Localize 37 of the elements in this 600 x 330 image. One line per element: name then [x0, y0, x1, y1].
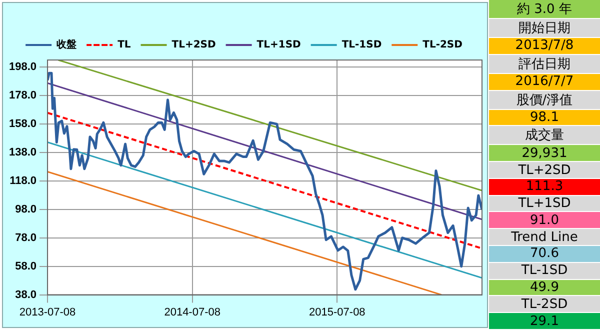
y-tick-label: 118.0	[10, 174, 37, 187]
y-tick-label: 198.0	[8, 61, 37, 74]
text: 29.1	[489, 313, 600, 330]
text: 91.0	[489, 212, 600, 230]
text: 98.1	[489, 110, 600, 126]
legend-label: TL	[118, 40, 132, 51]
y-tick-label: 178.0	[8, 90, 37, 102]
text: 2013/7/8	[489, 38, 600, 55]
text: 成交量	[489, 126, 600, 146]
x-tick-label: 2015-07-08	[309, 306, 366, 318]
text: 約 3.0 年	[489, 0, 600, 19]
text: TL-2SD	[489, 296, 600, 314]
x-tick-label: 2014-07-08	[164, 306, 220, 318]
text: 開始日期	[489, 19, 600, 38]
x-tick-label: 2013-07-08	[19, 306, 76, 318]
text: 29,931	[489, 145, 600, 162]
text: 111.3	[489, 178, 600, 196]
text: 70.6	[489, 246, 600, 263]
text: 評估日期	[489, 54, 600, 74]
legend-label: TL-1SD	[342, 40, 382, 51]
text: 49.9	[489, 280, 600, 296]
legend-label: 收盤	[56, 38, 77, 51]
text: 2016/7/7	[489, 74, 600, 91]
text: TL+1SD	[489, 196, 600, 212]
legend-label: TL+2SD	[172, 40, 216, 51]
y-tick-label: 78.0	[15, 232, 37, 244]
y-tick-label: 158.0	[8, 118, 37, 130]
text: Trend Line	[489, 229, 600, 246]
text: 股價/淨值	[489, 90, 600, 110]
y-tick-label: 138.0	[8, 146, 37, 159]
text: TL-1SD	[489, 262, 600, 280]
y-tick-label: 38.0	[15, 288, 37, 301]
y-tick-label: 58.0	[15, 260, 37, 272]
text: TL+2SD	[489, 162, 600, 179]
legend-label: TL-2SD	[422, 40, 462, 51]
legend-label: TL+1SD	[256, 40, 301, 51]
y-tick-label: 98.0	[15, 203, 37, 216]
